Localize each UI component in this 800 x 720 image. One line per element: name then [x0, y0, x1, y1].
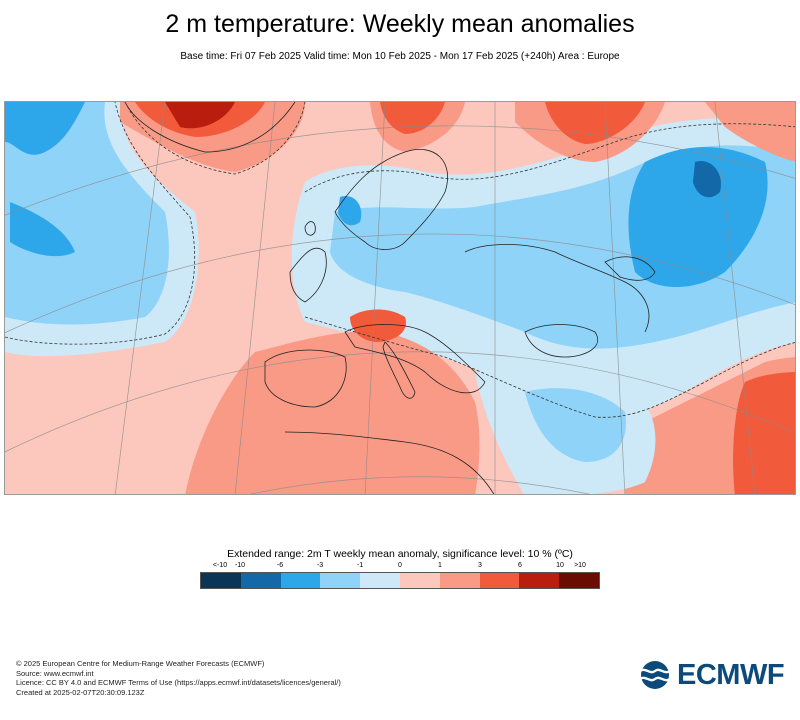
greenland-warm-core	[165, 102, 235, 129]
chart-subtitle: Base time: Fri 07 Feb 2025 Valid time: M…	[180, 51, 620, 62]
credit-copyright: © 2025 European Centre for Medium-Range …	[16, 659, 265, 668]
legend-tick-label: 6	[518, 562, 522, 569]
anomaly-map-svg	[5, 102, 795, 494]
iberia-mediterranean-warm	[185, 331, 480, 494]
ecmwf-logo: ECMWF	[636, 659, 786, 691]
legend-swatch	[280, 573, 321, 588]
norway-cold	[338, 196, 362, 226]
credit-licence: Licence: CC BY 4.0 and ECMWF Terms of Us…	[16, 678, 341, 687]
alps-warm	[350, 309, 406, 342]
legend-swatch	[479, 573, 520, 588]
legend-tick-labels: <-10 -10 -6 -3 -1 0 1 3 6 10 >10	[200, 562, 600, 572]
coastlines	[124, 102, 656, 494]
legend-swatch	[240, 573, 281, 588]
significance-contours	[5, 102, 795, 418]
anomaly-map	[4, 101, 796, 495]
legend-swatch	[360, 573, 400, 588]
legend-tick-label: -1	[356, 562, 364, 569]
credit-source: Source: www.ecmwf.int	[16, 668, 94, 678]
far-ne-warm	[705, 102, 795, 162]
legend-colorbar	[200, 572, 600, 589]
scandinavia-warm-strong	[380, 102, 445, 134]
credit-created: Created at 2025-02-07T20:30:09.123Z	[16, 687, 145, 697]
ecmwf-logo-icon	[639, 661, 671, 689]
legend-swatch	[559, 573, 599, 588]
ecmwf-logo-text: ECMWF	[677, 658, 785, 691]
legend-tick-label: -3	[316, 562, 324, 569]
legend-tick-label: -6	[276, 562, 284, 569]
southeast-warm-strong	[733, 372, 795, 494]
legend-title: Extended range: 2m T weekly mean anomaly…	[227, 548, 573, 560]
russia-cold-strong	[628, 147, 768, 287]
legend-swatch	[320, 573, 361, 588]
nw-cold-core	[5, 102, 85, 155]
legend-tick-label: 0	[398, 562, 402, 569]
russia-cold-core	[693, 161, 721, 198]
legend-swatch	[519, 573, 560, 588]
legend-tick-label: 1	[438, 562, 442, 569]
graticule	[5, 102, 795, 494]
legend-tick-label: <-10	[212, 562, 228, 569]
legend-swatch	[439, 573, 480, 588]
legend-tick-label: -10	[234, 562, 246, 569]
legend-swatch	[399, 573, 440, 588]
nw-cold-patch	[10, 202, 75, 257]
nw-cold-region-medium	[5, 102, 169, 325]
arctic-russia-warm-strong	[545, 102, 645, 144]
black-sea-cold-medium	[525, 388, 626, 462]
legend-tick-label: 10	[556, 562, 564, 569]
credits: © 2025 European Centre for Medium-Range …	[16, 659, 341, 697]
chart-title: 2 m temperature: Weekly mean anomalies	[165, 10, 635, 38]
legend-tick-label: >10	[574, 562, 586, 569]
legend-swatch	[201, 573, 241, 588]
legend-tick-label: 3	[478, 562, 482, 569]
